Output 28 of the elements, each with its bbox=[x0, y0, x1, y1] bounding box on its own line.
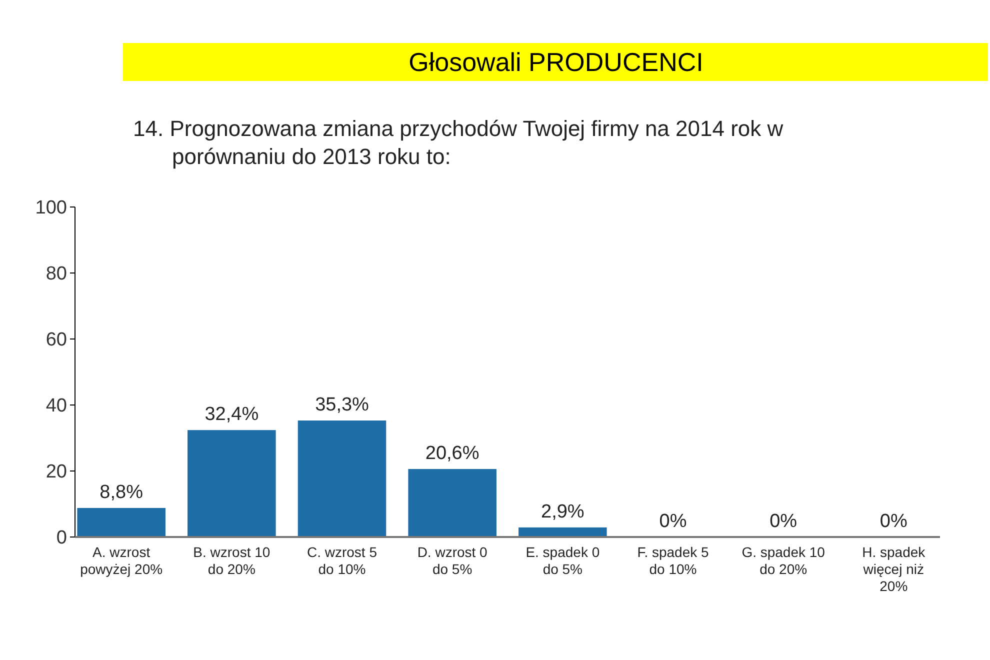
data-label: 32,4% bbox=[204, 404, 259, 426]
data-label: 0% bbox=[880, 511, 908, 532]
x-tick-label: F. spadek 5 do 10% bbox=[637, 544, 710, 577]
y-tick-label: 40 bbox=[46, 396, 67, 417]
x-tick-label: D. wzrost 0 do 5% bbox=[417, 544, 488, 577]
x-tick-label: B. wzrost 10 do 20% bbox=[193, 544, 270, 577]
data-label: 8,8% bbox=[100, 482, 144, 503]
bar bbox=[408, 469, 496, 537]
x-tick-label: G. spadek 10 do 20% bbox=[742, 544, 826, 577]
x-tick-label: C. wzrost 5 do 10% bbox=[306, 544, 378, 577]
bar bbox=[188, 430, 276, 537]
data-label: 0% bbox=[659, 511, 687, 532]
y-tick-label: 80 bbox=[46, 264, 67, 285]
data-label: 20,6% bbox=[425, 443, 480, 464]
y-tick-label: 0 bbox=[56, 528, 67, 549]
data-label: 0% bbox=[770, 511, 798, 532]
x-tick-label: H. spadek więcej niż 20% bbox=[862, 544, 926, 594]
data-label: 35,3% bbox=[315, 394, 370, 416]
y-tick-label: 60 bbox=[46, 330, 67, 351]
bar bbox=[298, 420, 386, 537]
x-tick-label: A. wzrost powyżej 20% bbox=[80, 544, 163, 577]
chart-title: 14. Prognozowana zmiana przychodów Twojej firmy na 2014 rok w porównaniu do 2013 roku to: bbox=[133, 116, 784, 169]
x-tick-label: E. spadek 0 do 5% bbox=[526, 544, 600, 577]
y-tick-label: 100 bbox=[35, 198, 67, 219]
data-label: 2,9% bbox=[541, 501, 584, 522]
chart-subtitle: Głosowali PRODUCENCI bbox=[408, 47, 704, 77]
y-tick-label: 20 bbox=[46, 462, 67, 483]
bar bbox=[77, 508, 166, 537]
